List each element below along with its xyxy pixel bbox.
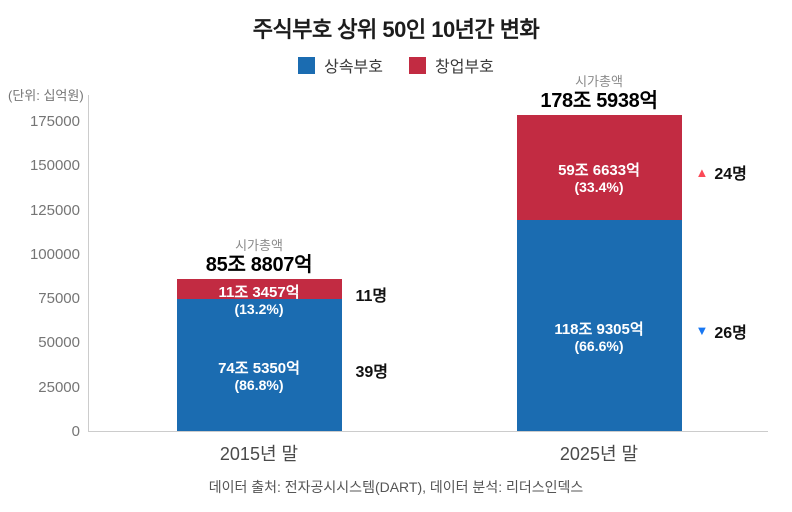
plot-area: 0 25000 50000 75000 100000 125000 150000 175000…	[30, 74, 768, 464]
segment-pct-label: (13.2%)	[234, 300, 284, 317]
y-tick-label: 75000	[38, 290, 80, 308]
bar-segment-inherited: 74조 5350억 (86.8%)	[176, 298, 342, 431]
total-label-block: 시가총액 85조 8807억	[205, 237, 313, 276]
legend-item-inherited: 상속부호	[298, 53, 383, 77]
legend-label-founder: 창업부호	[435, 59, 494, 76]
total-label-block: 시가총액 178조 5938억	[540, 73, 658, 112]
segment-value-label: 11조 3457억	[218, 283, 300, 301]
legend-swatch-red-icon	[409, 56, 426, 74]
y-tick-label: 100000	[29, 245, 80, 263]
y-tick-label: 175000	[29, 113, 80, 130]
segment-pct-label: (33.4%)	[574, 179, 624, 196]
total-caption: 시가총액	[235, 237, 283, 253]
count-annotation: ▲ 24명	[696, 160, 747, 184]
segment-label-block: 11조 3457억 (13.2%)	[219, 284, 300, 318]
total-value: 178조 5938억	[540, 89, 658, 112]
triangle-up-icon: ▲	[695, 164, 709, 180]
bar-segment-founder: 11조 3457억 (13.2%)	[176, 278, 342, 317]
bar-segment-inherited: 118조 9305억 (66.6%)	[516, 220, 682, 431]
bar-column-2015년 말: 11조 3457억 (13.2%) 74조 5350억 (86.8%) 시가총액 85조 …	[176, 238, 342, 431]
segment-label-block: 118조 9305억 (66.6%)	[554, 321, 643, 355]
axis-unit-label: (단위: 십억원)	[8, 88, 84, 103]
count-annotation: ▼ 26명	[696, 319, 747, 343]
triangle-down-icon: ▼	[695, 323, 709, 339]
count-annotation-label: 26명	[714, 324, 747, 342]
x-category-label: 2025년 말	[559, 444, 639, 464]
count-annotation: 39명	[356, 358, 389, 382]
segment-value-label: 118조 9305억	[554, 320, 644, 338]
y-tick-label: 0	[71, 423, 80, 440]
segment-value-label: 59조 6633억	[558, 162, 640, 180]
chart-title: 주식부호 상위 50인 10년간 변화	[252, 17, 540, 42]
segment-value-label: 74조 5350억	[218, 359, 300, 377]
segment-label-block: 59조 6633억 (33.4%)	[558, 162, 640, 196]
segment-label-block: 74조 5350억 (86.8%)	[218, 360, 300, 394]
count-annotation-label: 39명	[355, 363, 389, 381]
count-annotation-label: 11명	[355, 287, 388, 305]
total-value: 85조 8807억	[205, 253, 313, 276]
y-tick-label: 50000	[38, 334, 80, 352]
segment-pct-label: (86.8%)	[234, 376, 284, 393]
total-caption: 시가총액	[575, 73, 623, 89]
y-tick-label: 150000	[29, 157, 80, 175]
legend-label-inherited: 상속부호	[324, 59, 383, 76]
segment-pct-label: (66.6%)	[574, 337, 624, 354]
legend-swatch-blue-icon	[298, 56, 316, 74]
y-tick-label: 25000	[38, 378, 80, 396]
count-annotation-label: 24명	[714, 166, 747, 184]
legend-item-founder: 창업부호	[409, 53, 494, 77]
data-source-caption: 데이터 출처: 전자공시시스템(DART), 데이터 분석: 리더스인덱스	[208, 479, 584, 495]
legend: 상속부호 창업부호	[0, 53, 792, 77]
bar-segment-founder: 59조 6633억 (33.4%)	[516, 114, 682, 221]
count-annotation: 11명	[356, 282, 388, 306]
y-tick-label: 125000	[29, 201, 80, 219]
bar-column-2025년 말: 59조 6633억 (33.4%) 118조 9305억 (66.6%) 시가총액 178…	[516, 74, 682, 431]
x-category-label: 2015년 말	[219, 444, 299, 464]
